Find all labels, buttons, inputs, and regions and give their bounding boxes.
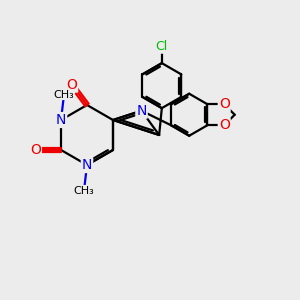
- Text: O: O: [219, 118, 230, 132]
- Text: CH₃: CH₃: [74, 185, 94, 196]
- Text: O: O: [66, 78, 77, 92]
- Text: N: N: [56, 113, 66, 127]
- Text: O: O: [219, 97, 230, 111]
- Text: N: N: [82, 158, 92, 172]
- Text: CH₃: CH₃: [54, 89, 74, 100]
- Text: N: N: [136, 104, 147, 118]
- Text: O: O: [30, 143, 41, 157]
- Text: Cl: Cl: [156, 40, 168, 53]
